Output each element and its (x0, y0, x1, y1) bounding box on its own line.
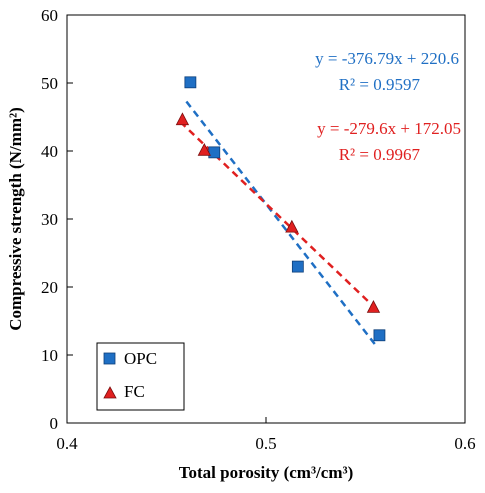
y-tick-label: 60 (41, 6, 58, 25)
opc-r2: R² = 0.9597 (339, 75, 421, 94)
y-axis-ticks: 0 10 20 30 40 50 60 (41, 6, 73, 433)
point-opc (373, 329, 386, 342)
y-tick-label: 20 (41, 278, 58, 297)
trendlines (179, 100, 379, 349)
opc-equation: y = -376.79x + 220.6 (315, 49, 459, 68)
data-points (175, 76, 386, 342)
x-axis-ticks: 0.4 0.5 0.6 (56, 417, 476, 453)
y-tick-label: 0 (50, 414, 59, 433)
legend: OPC FC (96, 342, 185, 411)
x-tick-label: 0.4 (56, 434, 78, 453)
y-tick-label: 30 (41, 210, 58, 229)
legend-marker-opc (103, 352, 116, 365)
y-tick-label: 40 (41, 142, 58, 161)
point-fc (366, 300, 381, 313)
y-axis-label: Compressive strength (N/mm²) (6, 107, 25, 331)
point-opc (208, 146, 221, 159)
point-fc (175, 112, 190, 126)
legend-label-opc: OPC (124, 349, 157, 368)
fc-equation: y = -279.6x + 172.05 (317, 119, 461, 138)
point-opc (184, 76, 197, 89)
trendline-opc (185, 100, 379, 349)
point-fc (285, 219, 299, 233)
point-opc (291, 260, 304, 273)
y-tick-label: 50 (41, 74, 58, 93)
legend-marker-fc (103, 386, 117, 399)
fc-r2: R² = 0.9967 (339, 145, 421, 164)
x-axis-label: Total porosity (cm³/cm³) (179, 463, 354, 482)
y-tick-label: 10 (41, 346, 58, 365)
point-fc (197, 142, 211, 156)
x-tick-label: 0.6 (454, 434, 475, 453)
trendline-fc (179, 121, 375, 308)
x-tick-label: 0.5 (255, 434, 276, 453)
legend-label-fc: FC (124, 382, 145, 401)
